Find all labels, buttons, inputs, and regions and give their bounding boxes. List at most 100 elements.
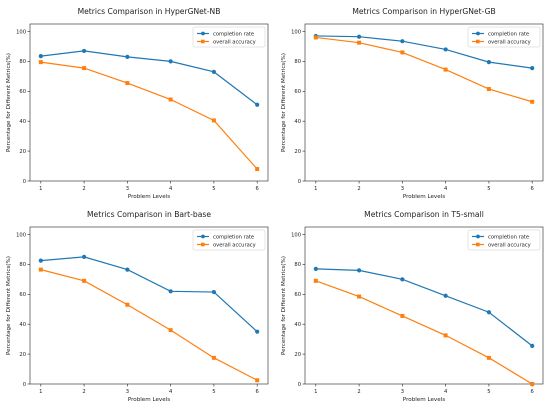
- series-line: [315, 35, 533, 69]
- y-tick-label: 100: [291, 232, 301, 238]
- series-line: [40, 269, 258, 381]
- data-point: [168, 59, 173, 64]
- x-tick-label: 3: [126, 186, 129, 192]
- legend-marker: [476, 31, 480, 36]
- data-point: [211, 69, 217, 74]
- chart-title: Metrics Comparison in T5-small: [364, 210, 484, 219]
- data-point: [38, 54, 43, 59]
- plot-frame: [304, 226, 544, 385]
- y-tick-label: 60: [19, 89, 26, 95]
- y-tick-label: 0: [23, 382, 26, 388]
- legend-label: overall accuracy: [213, 39, 256, 45]
- x-tick-label: 6: [531, 186, 534, 192]
- legend-box: [467, 26, 541, 48]
- data-point: [168, 328, 173, 333]
- y-axis-label: Percentage for Different Metrics(%): [6, 256, 12, 355]
- x-tick-label: 6: [256, 389, 259, 395]
- data-point: [125, 267, 130, 272]
- data-point: [356, 34, 362, 39]
- data-point: [211, 118, 216, 123]
- x-tick-label: 2: [357, 186, 360, 192]
- y-tick-label: 0: [23, 179, 26, 185]
- y-tick-label: 80: [294, 59, 301, 65]
- x-tick-label: 1: [314, 186, 317, 192]
- series-line: [315, 280, 533, 385]
- data-point: [357, 40, 362, 45]
- x-tick-label: 2: [82, 389, 85, 395]
- x-tick-label: 5: [212, 389, 215, 395]
- plot-frame: [29, 226, 269, 385]
- chart-title: Metrics Comparison in Bart-base: [87, 210, 211, 219]
- y-tick-label: 40: [19, 322, 26, 328]
- data-point: [38, 258, 43, 263]
- legend: completion rate overall accuracy: [467, 229, 541, 251]
- legend-label: overall accuracy: [213, 242, 256, 248]
- x-axis-label: Problem Levels: [403, 397, 445, 403]
- data-point: [443, 47, 448, 52]
- chart-panel-hypergnet-gb: Metrics Comparison in HyperGNet-GB 0 20 40 6…: [275, 0, 550, 202]
- y-tick-label: 20: [294, 352, 301, 358]
- y-tick-label: 80: [19, 262, 26, 268]
- legend-marker: [201, 242, 205, 247]
- data-point: [313, 35, 318, 40]
- x-tick-label: 1: [39, 186, 42, 192]
- data-point: [255, 102, 260, 107]
- x-tick-label: 6: [531, 389, 534, 395]
- data-point: [313, 278, 318, 283]
- series-line: [315, 36, 533, 103]
- series-line: [40, 50, 258, 106]
- legend-label: completion rate: [488, 234, 529, 240]
- legend-marker: [201, 234, 205, 239]
- x-tick-label: 3: [401, 389, 404, 395]
- chart-svg: Metrics Comparison in HyperGNet-GB 0 20 40 6…: [281, 7, 544, 200]
- chart-svg: Metrics Comparison in Bart-base 0 20 40 60 80…: [6, 210, 269, 403]
- legend-box: [192, 26, 266, 48]
- x-tick-label: 2: [82, 186, 85, 192]
- data-point: [443, 293, 448, 298]
- y-tick-label: 40: [294, 322, 301, 328]
- legend-label: completion rate: [488, 31, 529, 37]
- y-axis-label: Percentage for Different Metrics(%): [6, 53, 12, 152]
- plot-frame: [29, 23, 269, 182]
- data-point: [530, 99, 535, 104]
- y-tick-label: 100: [16, 232, 26, 238]
- x-tick-label: 1: [314, 389, 317, 395]
- data-point: [255, 167, 260, 172]
- data-point: [486, 310, 492, 315]
- legend-box: [467, 229, 541, 251]
- x-tick-label: 4: [169, 186, 173, 192]
- legend-label: completion rate: [213, 234, 254, 240]
- data-point: [211, 355, 216, 360]
- data-point: [400, 277, 405, 282]
- x-tick-label: 5: [212, 186, 215, 192]
- y-tick-label: 40: [19, 119, 26, 125]
- series-overall-accuracy: [38, 60, 260, 172]
- data-point: [82, 278, 87, 283]
- chart-svg: Metrics Comparison in HyperGNet-NB 0 20 40 6…: [6, 7, 269, 200]
- chart-svg: Metrics Comparison in T5-small 0 20 40 60 80 1…: [281, 210, 544, 403]
- y-tick-label: 20: [294, 149, 301, 155]
- legend-label: overall accuracy: [488, 242, 531, 248]
- data-point: [125, 54, 130, 59]
- x-tick-label: 1: [39, 389, 42, 395]
- data-point: [400, 50, 405, 55]
- data-point: [255, 378, 260, 383]
- data-point: [486, 355, 491, 360]
- x-tick-label: 3: [126, 389, 129, 395]
- data-point: [486, 60, 492, 65]
- data-point: [530, 382, 535, 386]
- data-point: [357, 294, 362, 299]
- series-completion-rate: [38, 48, 260, 107]
- x-tick-label: 4: [444, 186, 448, 192]
- data-point: [255, 329, 260, 334]
- legend: completion rate overall accuracy: [467, 26, 541, 48]
- x-tick-label: 3: [401, 186, 404, 192]
- data-point: [443, 333, 448, 338]
- chart-title: Metrics Comparison in HyperGNet-NB: [78, 7, 221, 16]
- data-point: [530, 343, 535, 348]
- legend: completion rate overall accuracy: [192, 26, 266, 48]
- y-tick-label: 80: [19, 59, 26, 65]
- y-tick-label: 60: [19, 292, 26, 298]
- legend: completion rate overall accuracy: [192, 229, 266, 251]
